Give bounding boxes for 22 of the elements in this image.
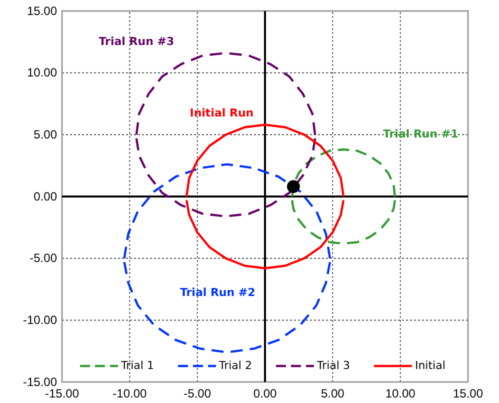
x-tick-label: -10.00 [112, 386, 148, 401]
annotation: Trial Run #2 [180, 286, 256, 299]
legend-label: Trial 3 [316, 359, 350, 372]
y-tick-label: -15.00 [22, 374, 58, 389]
y-tick-label: 5.00 [34, 128, 58, 142]
y-tick-label: -5.00 [30, 251, 58, 266]
x-tick-label: 0.00 [253, 386, 277, 401]
legend-label: Trial 1 [120, 359, 154, 372]
y-tick-label: 0.00 [34, 189, 58, 204]
x-tick-label: -5.00 [184, 386, 212, 401]
legend-label: Initial [414, 359, 446, 372]
x-tick-label: 5.00 [320, 386, 345, 401]
x-tick-label: -15.00 [44, 386, 80, 401]
annotation: Initial Run [190, 106, 254, 120]
y-tick-label: -10.00 [22, 313, 58, 328]
annotation: Trial Run #3 [98, 34, 174, 48]
y-tick-label: 15.00 [26, 4, 58, 18]
x-tick-label: 15.00 [452, 386, 484, 401]
legend-label: Trial 2 [218, 359, 252, 372]
y-tick-label: 10.00 [26, 66, 58, 80]
x-tick-label: 10.00 [385, 386, 416, 401]
annotation: Trial Run #1 [382, 128, 458, 141]
